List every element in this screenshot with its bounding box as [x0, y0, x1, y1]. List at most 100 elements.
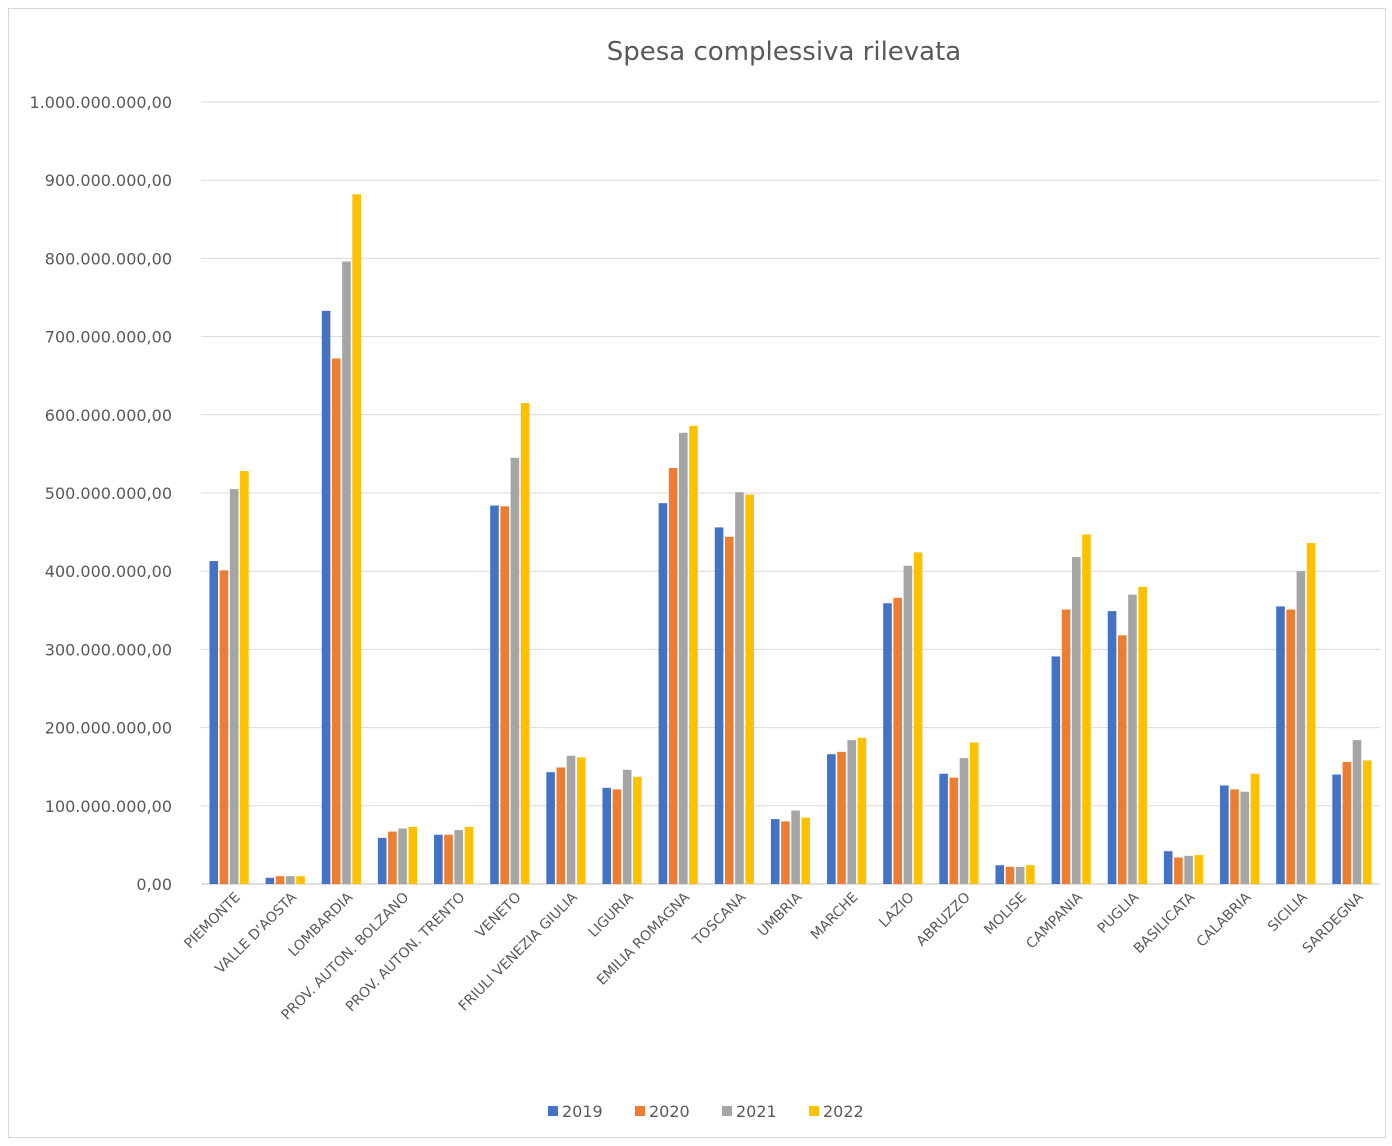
bar-2022-13	[969, 742, 979, 884]
legend-swatch-2021	[722, 1106, 732, 1116]
bar-2019-11	[827, 754, 836, 884]
bar-2021-11	[847, 740, 857, 884]
y-tick-label: 300.000.000,00	[45, 640, 172, 659]
bar-2022-17	[1194, 855, 1204, 884]
x-category-label: CALABRIA	[1194, 889, 1255, 950]
x-category-label: MOLISE	[981, 890, 1030, 939]
bar-2020-18	[1230, 789, 1239, 884]
x-category-label: EMILIA ROMAGNA	[594, 889, 693, 988]
bar-2019-5	[490, 505, 499, 884]
bar-2020-5	[500, 506, 509, 884]
bar-2020-9	[724, 536, 734, 884]
y-tick-label: 100.000.000,00	[45, 797, 172, 816]
bar-2022-19	[1306, 543, 1316, 884]
bar-2021-7	[622, 769, 632, 884]
bar-2019-0	[209, 561, 219, 884]
x-category-label: SICILIA	[1265, 889, 1311, 935]
y-tick-label: 600.000.000,00	[45, 406, 172, 425]
bar-2022-4	[464, 826, 474, 884]
bar-2021-5	[510, 457, 520, 884]
bar-2020-12	[893, 597, 902, 884]
bar-2022-8	[689, 425, 698, 884]
bar-2022-9	[745, 494, 754, 884]
legend-label-2022: 2022	[823, 1102, 864, 1121]
chart-title: Spesa complessiva rilevata	[607, 37, 961, 67]
legend-label-2019: 2019	[562, 1102, 603, 1121]
bar-2020-15	[1061, 609, 1071, 884]
bar-2022-11	[857, 737, 867, 884]
x-category-label: PUGLIA	[1095, 889, 1143, 937]
y-tick-label: 500.000.000,00	[45, 484, 172, 503]
bar-2020-14	[1005, 866, 1015, 884]
gridlines	[201, 101, 1380, 885]
legend-swatch-2022	[809, 1106, 819, 1116]
bar-2020-0	[219, 570, 229, 884]
bar-2021-19	[1296, 571, 1306, 884]
bar-2020-7	[612, 789, 622, 884]
bar-2021-8	[679, 432, 688, 884]
x-category-label: MARCHE	[808, 890, 862, 944]
y-tick-label: 700.000.000,00	[45, 328, 172, 347]
x-category-label: UMBRIA	[755, 889, 806, 940]
bar-2019-18	[1220, 785, 1229, 884]
x-category-label: CAMPANIA	[1023, 889, 1086, 952]
bar-2021-14	[1015, 866, 1025, 884]
y-tick-label: 1.000.000.000,00	[30, 93, 173, 112]
bars	[209, 194, 1372, 884]
bar-2019-10	[770, 819, 780, 884]
x-category-label: LAZIO	[876, 890, 917, 931]
bar-2020-8	[668, 467, 678, 884]
bar-2019-7	[602, 787, 612, 884]
bar-2021-15	[1072, 557, 1081, 884]
bar-2020-19	[1286, 609, 1295, 884]
bar-2022-14	[1026, 865, 1035, 884]
bar-2019-6	[546, 772, 555, 884]
bar-2019-14	[995, 865, 1005, 884]
bar-2022-20	[1362, 760, 1372, 884]
bar-2020-20	[1342, 762, 1352, 884]
bar-2019-20	[1332, 774, 1341, 884]
bar-2022-0	[240, 471, 249, 884]
bar-2022-16	[1138, 586, 1147, 884]
x-category-label: BASILICATA	[1131, 889, 1199, 957]
bar-2022-3	[408, 826, 418, 884]
x-category-label: FRIULI VENEZIA GIULIA	[456, 889, 581, 1014]
bar-2021-4	[454, 830, 464, 884]
bar-2022-5	[520, 403, 530, 884]
bar-2022-2	[352, 194, 361, 884]
x-category-label: SARDEGNA	[1300, 889, 1367, 956]
x-category-label: LIGURIA	[586, 889, 638, 941]
bar-2022-6	[576, 757, 586, 884]
bar-2019-2	[321, 310, 331, 884]
bar-2021-2	[342, 261, 351, 884]
y-axis-tick-labels: 0,00 100.000.000,00 200.000.000,00 300.000.…	[30, 93, 173, 894]
y-tick-label: 400.000.000,00	[45, 562, 172, 581]
legend-label-2020: 2020	[649, 1102, 690, 1121]
bar-2021-0	[229, 489, 239, 884]
legend-swatch-2019	[548, 1106, 558, 1116]
bar-2021-13	[959, 758, 969, 884]
bar-2019-4	[434, 834, 443, 884]
x-category-label: ABRUZZO	[914, 890, 974, 950]
bar-2020-11	[837, 751, 846, 884]
bar-2020-13	[949, 777, 959, 884]
bar-2019-12	[883, 603, 892, 884]
bar-2021-9	[735, 492, 744, 884]
bar-2019-19	[1276, 606, 1285, 884]
bar-2021-12	[903, 565, 913, 884]
bar-2020-16	[1117, 635, 1127, 884]
bar-2019-1	[265, 877, 275, 884]
bar-2022-1	[296, 876, 305, 884]
x-category-label: VENETO	[473, 890, 525, 942]
bar-2020-17	[1174, 857, 1183, 884]
bar-2019-17	[1163, 851, 1173, 884]
bar-2020-10	[781, 821, 790, 884]
bar-2020-1	[275, 876, 285, 884]
bar-2020-6	[556, 767, 566, 884]
bar-2019-15	[1051, 656, 1061, 884]
bar-2019-9	[714, 527, 724, 884]
legend-swatch-2020	[635, 1106, 645, 1116]
bar-2020-4	[444, 834, 453, 884]
bar-2022-12	[913, 552, 923, 884]
